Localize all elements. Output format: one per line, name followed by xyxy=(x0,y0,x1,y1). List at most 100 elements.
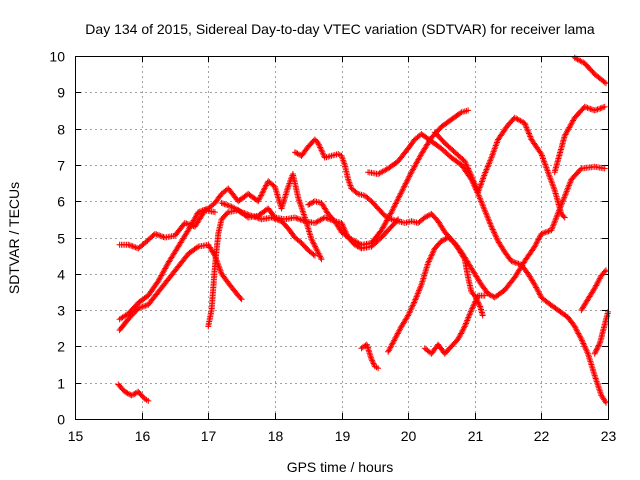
series-track-14 xyxy=(578,267,609,314)
data-point xyxy=(317,144,324,151)
data-point xyxy=(393,199,400,206)
data-point xyxy=(308,236,315,243)
data-point xyxy=(318,256,325,263)
data-point xyxy=(407,306,414,313)
data-point xyxy=(291,149,298,156)
data-point xyxy=(338,220,345,226)
data-point xyxy=(306,201,313,208)
data-point xyxy=(484,163,491,170)
data-point xyxy=(532,242,539,249)
data-point xyxy=(186,221,193,228)
data-point xyxy=(539,230,546,237)
data-point xyxy=(238,296,245,303)
data-point xyxy=(410,300,417,307)
data-point xyxy=(583,104,590,111)
data-point xyxy=(405,312,412,319)
data-point xyxy=(593,347,599,354)
data-point xyxy=(406,173,413,180)
data-point xyxy=(401,183,408,190)
data-point xyxy=(211,209,218,216)
data-point xyxy=(469,175,476,182)
data-point xyxy=(601,268,608,275)
data-point xyxy=(439,237,446,244)
data-point xyxy=(318,147,325,154)
series-track-1 xyxy=(116,241,245,334)
data-point xyxy=(258,192,265,199)
data-point xyxy=(260,188,267,195)
data-point xyxy=(394,217,400,224)
y-tick-label: 7 xyxy=(57,158,65,174)
data-point xyxy=(259,189,266,196)
data-point xyxy=(560,213,567,220)
data-point xyxy=(470,302,477,309)
data-point xyxy=(595,343,601,350)
axis-ticks xyxy=(75,56,609,420)
data-point xyxy=(461,324,467,331)
data-point xyxy=(255,198,262,205)
data-point xyxy=(390,204,397,211)
data-point xyxy=(466,313,472,319)
plot-frame xyxy=(75,56,609,420)
x-tick-label: 22 xyxy=(534,428,550,444)
data-point xyxy=(403,179,410,186)
series-track-11 xyxy=(431,114,568,221)
y-tick-label: 3 xyxy=(57,303,65,319)
data-point xyxy=(601,165,608,172)
data-point xyxy=(220,200,226,207)
x-tick-label: 20 xyxy=(401,428,417,444)
data-point xyxy=(305,201,312,208)
data-point xyxy=(463,161,470,168)
x-axis-label: GPS time / hours xyxy=(287,459,394,475)
data-point xyxy=(128,392,135,399)
data-point xyxy=(145,397,152,404)
data-point xyxy=(262,183,269,190)
data-point xyxy=(370,360,377,367)
data-point xyxy=(315,250,322,257)
data-point xyxy=(389,206,396,213)
series-track-13 xyxy=(571,54,609,87)
data-point xyxy=(310,251,317,258)
y-axis-label: SDTVAR / TECUs xyxy=(6,182,22,294)
series-track-8 xyxy=(365,131,609,406)
data-point xyxy=(591,350,598,357)
data-point xyxy=(194,244,200,251)
data-point xyxy=(462,321,469,328)
data-point xyxy=(598,104,605,111)
data-point xyxy=(476,302,483,309)
series-track-2 xyxy=(116,171,325,323)
data-point xyxy=(388,209,395,216)
x-tick-labels: 15 16 17 18 19 20 21 22 23 xyxy=(68,428,617,444)
data-marks xyxy=(115,54,611,406)
data-point xyxy=(486,219,493,226)
series-track-10 xyxy=(421,292,488,357)
data-point xyxy=(592,349,599,356)
data-point xyxy=(465,167,472,173)
data-point xyxy=(122,388,128,395)
data-point xyxy=(490,228,497,234)
data-point xyxy=(297,200,304,207)
data-point xyxy=(525,129,532,136)
x-tick-label: 19 xyxy=(335,428,351,444)
data-point xyxy=(438,238,445,245)
data-point xyxy=(593,282,600,289)
data-point xyxy=(398,189,405,196)
data-point xyxy=(596,341,603,348)
series-track-7 xyxy=(305,198,402,252)
data-point xyxy=(595,342,602,349)
data-point xyxy=(136,304,143,311)
data-point xyxy=(394,197,401,204)
data-point xyxy=(250,213,256,220)
data-point xyxy=(473,296,480,303)
data-point xyxy=(580,340,587,347)
data-point xyxy=(257,193,264,200)
data-point xyxy=(481,292,488,299)
series-track-3 xyxy=(116,207,218,252)
x-tick-label: 18 xyxy=(268,428,284,444)
data-point xyxy=(573,326,580,333)
data-point xyxy=(457,110,464,117)
data-point xyxy=(421,214,428,221)
x-tick-label: 16 xyxy=(135,428,151,444)
data-point xyxy=(353,242,360,249)
data-point xyxy=(486,291,493,298)
data-point xyxy=(469,305,476,312)
